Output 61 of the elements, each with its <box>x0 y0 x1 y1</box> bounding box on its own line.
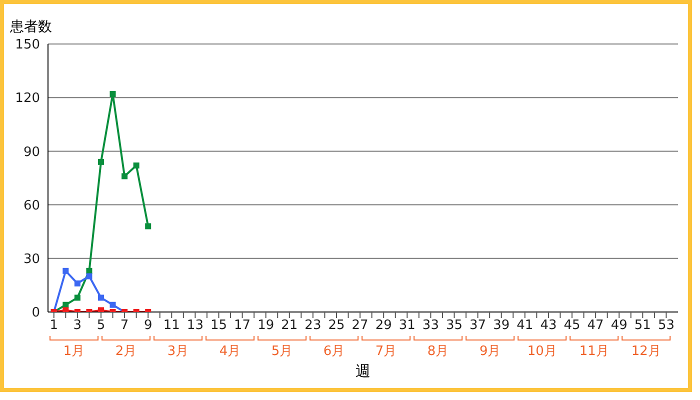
point <box>122 173 128 180</box>
x-tick-label: 45 <box>564 318 580 334</box>
text: 12月 <box>631 344 661 359</box>
point <box>86 268 92 274</box>
x-tick-label: 1 <box>50 318 58 334</box>
y-tick-label: 60 <box>23 198 40 214</box>
x-tick-label: 21 <box>281 318 298 334</box>
text: 3月 <box>167 344 189 359</box>
x-tick-label: 9 <box>144 318 152 334</box>
x-tick-label: 5 <box>96 318 106 334</box>
text: 11月 <box>579 344 609 359</box>
x-axis-title: 週 <box>356 362 370 380</box>
point <box>62 307 69 312</box>
y-tick-label: 150 <box>15 38 40 53</box>
x-tick-label: 19 <box>258 318 274 334</box>
x-tick-label: 35 <box>446 318 463 334</box>
text: 9月 <box>479 344 501 359</box>
x-tick-label: 3 <box>73 318 82 334</box>
x-tick-label: 17 <box>234 318 251 334</box>
x-tick-label: 23 <box>304 318 322 334</box>
point <box>110 91 116 98</box>
x-tick-label: 37 <box>470 318 486 334</box>
point <box>74 280 80 286</box>
x-tick-label: 11 <box>163 318 180 334</box>
point <box>98 158 104 165</box>
x-tick-label: 53 <box>658 318 674 334</box>
point <box>74 294 80 301</box>
text: 8月 <box>427 344 449 359</box>
x-tick-label: 41 <box>516 318 534 334</box>
x-tick-label: 13 <box>186 318 204 334</box>
text: 7月 <box>375 344 397 359</box>
text: 4月 <box>219 344 241 359</box>
x-tick-label: 29 <box>375 318 392 334</box>
y-tick-label: 90 <box>23 144 40 160</box>
x-tick-label: 43 <box>540 318 557 334</box>
point <box>145 223 152 230</box>
text: 6月 <box>323 344 345 359</box>
point <box>133 162 140 168</box>
x-tick-label: 27 <box>352 318 368 334</box>
text: 10月 <box>527 344 557 359</box>
text: 1月 <box>63 344 85 359</box>
y-tick-label: 120 <box>15 91 40 106</box>
point <box>98 307 104 312</box>
point <box>62 268 69 274</box>
y-tick-label: 0 <box>32 306 40 321</box>
x-tick-label: 15 <box>210 318 228 334</box>
text: 5月 <box>271 344 293 359</box>
x-tick-label: 33 <box>422 318 439 334</box>
text: 2月 <box>115 344 137 359</box>
x-tick-label: 47 <box>587 318 604 334</box>
y-axis-title: 患者数 <box>10 18 52 36</box>
y-tick-label: 30 <box>23 252 40 268</box>
x-tick-label: 31 <box>398 318 416 334</box>
x-tick-label: 25 <box>328 318 345 334</box>
point <box>110 302 116 308</box>
point <box>86 273 92 280</box>
point <box>98 294 104 301</box>
x-tick-label: 39 <box>493 318 510 334</box>
x-tick-label: 7 <box>120 318 129 334</box>
x-tick-label: 49 <box>610 318 628 334</box>
x-tick-label: 51 <box>634 318 651 334</box>
